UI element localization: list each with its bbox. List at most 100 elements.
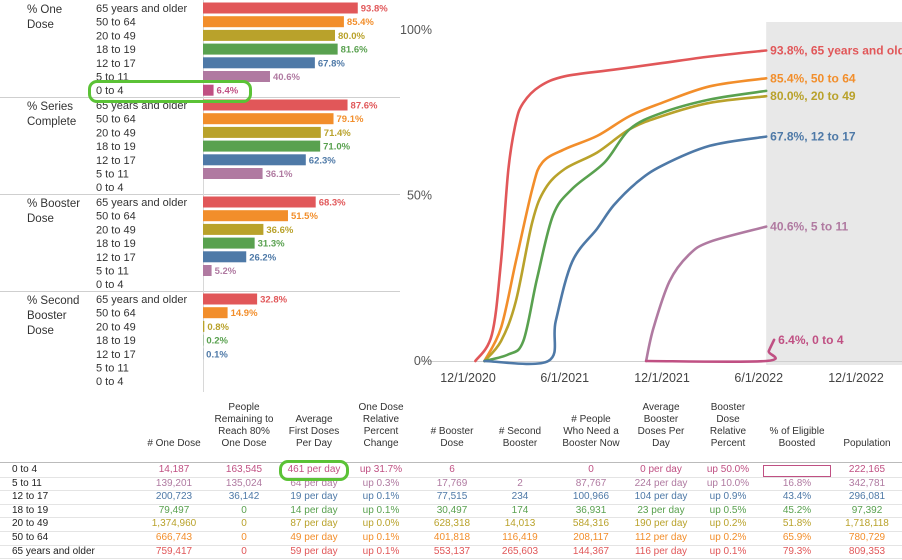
column-header-line: Booster [643,414,679,425]
table-cell: 759,417 [155,545,193,557]
table-cell: 45.2% [782,504,812,516]
bar-20-to-49 [203,320,205,332]
column-header: # People Who Need a Booster Now [551,414,631,450]
table-cell: 0 [241,545,247,557]
table-cell: 43.4% [782,491,812,503]
column-header: People Remaining to Reach 80% One Dose [204,402,284,450]
table-cell: 6 [449,464,455,475]
bar-data-label: 85.4% [347,17,374,28]
bar-50-to-64 [203,16,344,28]
table-row-label: 5 to 11 [12,477,42,489]
bar-category-label: 18 to 19 [96,141,136,153]
row-divider [0,558,902,560]
table-cell: 104 per day [634,491,688,503]
y-tick-label: 50% [407,189,432,203]
column-header: Average First Doses Per Day [274,414,354,450]
table-cell: 36,142 [228,491,260,503]
table-cell: 553,137 [433,545,471,557]
table-cell: 0 [241,532,247,543]
bar-12-to-17 [203,154,306,166]
bar-data-label: 14.9% [231,308,258,319]
shaded-projection-region [766,22,902,365]
table-cell: 14 per day [290,504,338,516]
bar-category-label: 18 to 19 [96,238,136,250]
bar-data-label: 80.0% [338,31,365,42]
column-header-line: Percent [363,426,399,437]
y-tick-label: 0% [414,354,432,368]
row-divider [0,490,902,492]
bar-data-label: 36.1% [266,169,293,180]
bar-65-years-and-older [203,196,316,208]
bar-category-label: 12 to 17 [96,58,136,70]
column-header-line: # Second [498,426,542,437]
bar-18-to-19 [203,237,255,249]
table-cell: 224 per day [634,477,688,489]
table-cell: up 0.5% [709,504,747,516]
panel-title-line: % Second [27,295,79,307]
bar-category-label: 12 to 17 [96,252,136,264]
bar-data-label: 71.0% [323,142,350,153]
table-cell: 51.8% [782,518,812,530]
column-header-line: One Dose [358,402,404,413]
column-header-line: Dose [716,414,740,425]
panel-title-line: Complete [27,116,76,128]
table-cell: 87 per day [290,518,338,530]
table-cell: up 0.3% [362,477,400,489]
table-cell: 780,729 [848,532,886,543]
table-cell: 16.8% [782,477,812,489]
column-header-line: Relative [362,414,400,425]
table-row-label: 65 years and older [12,545,95,557]
bar-20-to-49 [203,223,264,235]
table-cell: 265,603 [501,545,539,557]
column-header-line: Population [843,438,891,449]
table-cell: up 0.1% [362,491,400,503]
column-header: Average Booster Doses Per Day [621,402,701,450]
column-header-line: # Booster [430,426,474,437]
table-cell: up 0.2% [709,532,747,543]
panel-title-line: Dose [27,19,54,31]
line-end-label: 80.0%, 20 to 49 [770,89,856,103]
bar-data-label: 40.6% [273,72,300,83]
bar-category-label: 0 to 4 [96,279,124,291]
table-cell: up 0.1% [362,504,400,516]
bar-data-label: 0.2% [206,336,228,347]
panel-title-line: % Booster [27,198,80,210]
table-cell: 112 per day [634,532,688,543]
table-cell: 116 per day [634,545,688,557]
bar-category-label: 65 years and older [96,3,187,15]
bar-category-label: 20 to 49 [96,321,136,333]
table-cell: 190 per day [634,518,688,530]
bar-category-label: 65 years and older [96,294,187,306]
table-cell: up 0.1% [362,532,400,543]
table-cell: 2 [517,477,523,489]
column-header: # Booster Dose [412,426,492,450]
vaccination-summary-table: # One Dose People Remaining to Reach 80% One… [0,398,902,560]
bar-18-to-19 [203,140,321,152]
panel-title-line: % One [27,4,62,16]
table-cell: 19 per day [290,491,338,503]
bar-category-label: 50 to 64 [96,17,136,29]
line-series-20-to-49 [483,94,768,363]
table-cell: 97,392 [851,504,883,516]
bar-category-label: 12 to 17 [96,155,136,167]
one-dose-trend-chart: 100% 50% 0% 12/1/2020 6/1/2021 12/1/2021 6/1/2… [400,22,902,385]
table-cell: up 0.1% [709,545,747,557]
line-series-18-to-19 [483,89,768,363]
table-cell: 116,419 [502,532,538,543]
bar-data-label: 62.3% [309,155,336,166]
bar-category-label: 5 to 11 [96,169,129,181]
table-cell: 200,723 [155,491,193,503]
bar-category-label: 5 to 11 [96,363,129,375]
bar-18-to-19 [203,43,338,55]
row-divider [0,531,902,532]
table-row-label: 0 to 4 [12,464,38,475]
table-cell: 584,316 [572,518,610,530]
bar-category-label: 20 to 49 [96,127,136,139]
x-tick-label: 12/1/2022 [828,371,884,385]
bar-category-label: 18 to 19 [96,335,136,347]
column-header-line: People [228,402,260,413]
table-cell: 36,931 [575,504,607,516]
panel-title-line: % Series [27,101,73,113]
column-header: One Dose Relative Percent Change [341,402,421,450]
bar-65-years-and-older [203,293,258,305]
